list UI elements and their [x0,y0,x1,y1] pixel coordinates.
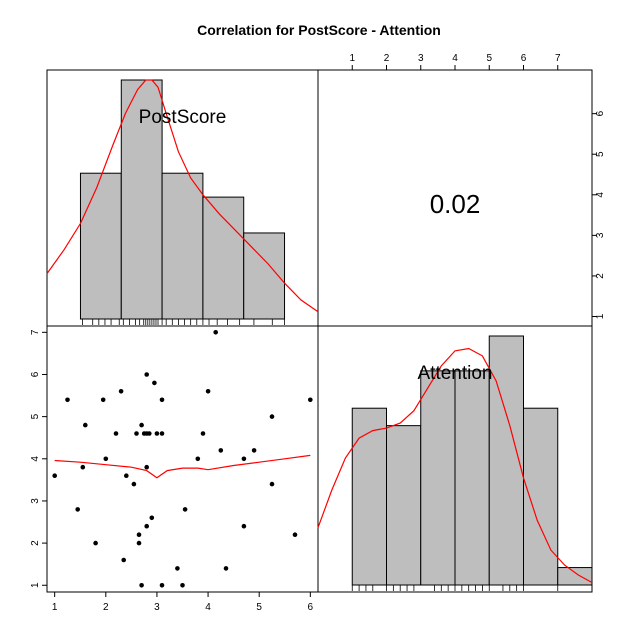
scatter-point [93,540,98,546]
scatter-point [65,397,70,403]
scatter-point [269,481,275,487]
scatter-point [83,422,88,428]
top-axis-tick-label: 4 [452,53,458,64]
scatter-point [124,473,129,479]
scatter-point [152,380,157,386]
attention-hist-bar [420,370,456,586]
x-axis-tick-label: 6 [308,602,314,613]
scatter-point [175,566,180,571]
scatter-point [241,456,247,462]
chart-title: Correlation for PostScore - Attention [197,22,441,38]
scatter-point [144,464,149,470]
scatter-point [80,464,86,470]
scatter-point [241,523,247,529]
scatter-point [121,557,126,563]
top-axis-tick-label: 6 [521,53,527,64]
y-axis-tick-label: 1 [30,582,41,588]
top-axis-tick-label: 7 [555,53,561,64]
scatter-point [139,422,144,428]
attention-hist-density-curve [317,347,593,584]
x-axis-tick-label: 2 [103,602,109,613]
scatter-point [75,507,80,512]
postscore-hist-bar [202,196,245,320]
postscore-hist-bar [161,172,204,320]
correlation-value: 0.02 [430,189,481,219]
scatter-point [139,583,144,588]
attention-hist-bar [523,407,559,586]
y-axis-tick-label: 7 [30,329,41,335]
scatter-point [292,532,298,537]
scatter-point [118,389,124,394]
top-axis-tick-label: 5 [486,53,492,64]
attention-hist-bar [557,567,593,586]
top-axis-tick-label: 1 [349,53,355,64]
right-axis-tick-label: 3 [595,232,606,238]
scatter-point [144,523,149,529]
scatter-point [113,431,119,436]
right-axis-tick-label: 4 [595,192,606,198]
x-axis-tick-label: 5 [256,602,262,613]
postscore-hist-variable-label: PostScore [139,107,227,128]
scatter-point [205,389,211,394]
scatter-point [136,540,142,546]
panel-frame-scatter [46,325,319,593]
scatter-point [182,507,188,512]
scatter-point [136,532,142,537]
top-axis-tick-label: 3 [418,53,424,64]
right-axis-tick-label: 5 [595,151,606,157]
y-axis-tick-label: 3 [30,498,41,504]
top-axis-tick-label: 2 [384,53,390,64]
scatter-point [103,456,109,462]
scatter-point [52,473,57,479]
scatter-point [144,372,149,377]
panel-frame-attention [317,325,593,593]
y-axis-tick-label: 2 [30,540,41,546]
right-axis-tick-label: 2 [595,273,606,279]
postscore-hist-density-curve [46,79,319,313]
right-axis-tick-label: 1 [595,313,606,319]
postscore-hist-bar [120,79,163,320]
x-axis-tick-label: 1 [52,602,58,613]
scatter-point [100,397,106,403]
right-axis-tick-label: 6 [595,110,606,116]
scatter-point [131,481,137,487]
scatter-point [154,431,160,436]
scatter-point [308,397,313,403]
y-axis-tick-label: 4 [30,456,41,462]
y-axis-tick-label: 5 [30,413,41,419]
x-axis-tick-label: 4 [205,602,211,613]
scatter-point [218,448,224,453]
y-axis-tick-label: 6 [30,371,41,377]
scatter-point [134,431,139,436]
scatter-point [195,456,201,462]
scatter-point [159,431,165,436]
scatter-point [200,431,206,436]
postscore-hist-bar [79,172,122,320]
attention-hist-bar [351,407,387,586]
attention-hist-variable-label: Attention [418,363,493,384]
scatter-point [269,414,275,419]
scatter-point [213,330,218,335]
attention-hist-bar [386,425,422,586]
scatter-point [180,583,185,588]
attention-hist-bar [454,370,490,586]
scatter-point [251,448,257,453]
scatter-point [159,397,165,403]
scatter-point [147,431,152,436]
scatter-point [149,515,155,521]
scatter-smooth-line [54,454,311,479]
scatter-point [159,583,165,588]
scatter-point [223,566,229,571]
x-axis-tick-label: 3 [154,602,160,613]
